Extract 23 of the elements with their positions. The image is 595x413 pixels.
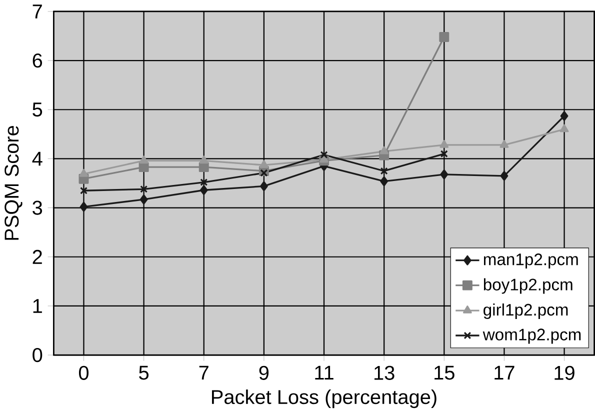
x-tick-label: 7 (199, 366, 208, 380)
y-tick-label: 6 (32, 54, 42, 68)
x-tick-label: 15 (434, 366, 454, 380)
y-tick-label: 1 (33, 299, 42, 313)
x-axis-title: Packet Loss (percentage) (212, 390, 436, 408)
legend-label: wom1p2.pcm (482, 328, 581, 344)
x-tick-label: 11 (315, 366, 334, 380)
legend-label: girl1p2.pcm (484, 304, 568, 320)
y-tick-label: 2 (32, 250, 42, 264)
legend-label: boy1p2.pcm (484, 278, 572, 294)
y-axis-title: PSQM Score (4, 126, 22, 240)
y-tick-label: 5 (32, 102, 42, 117)
x-tick-label: 17 (494, 366, 514, 380)
x-tick-label: 0 (78, 366, 89, 380)
x-tick-label: 13 (374, 366, 394, 380)
x-tick-label: 9 (259, 366, 269, 380)
y-tick-label: 0 (32, 348, 42, 362)
y-tick-label: 3 (32, 200, 42, 216)
legend-label: man1p2.pcm (484, 254, 578, 269)
y-tick-label: 4 (32, 152, 42, 166)
x-tick-label: 19 (554, 366, 574, 380)
y-tick-label: 7 (32, 4, 42, 18)
x-tick-label: 5 (139, 366, 149, 380)
